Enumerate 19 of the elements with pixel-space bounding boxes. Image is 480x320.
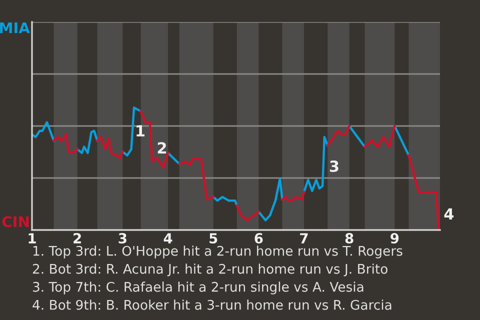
annotation: 1 [136, 125, 144, 136]
annotation: 4 [444, 208, 454, 220]
text: 3. Top 7th: C. Rafaela hit a 2-run single vs A. Vesia [33, 282, 364, 294]
x-tick-label: 2 [74, 233, 81, 244]
text: MIA [0, 22, 30, 34]
x-tick-label: 3 [118, 233, 126, 244]
annotation: 2 [158, 142, 166, 154]
annotation: 3 [330, 160, 338, 172]
text: 4. Bot 9th: B. Rooker hit a 3-run home run vs R. Garcia [32, 300, 392, 310]
x-tick-label: 9 [390, 233, 399, 244]
text: 1. Top 3rd: L. O'Hoppe hit a 2-run home run vs T. Rogers [33, 246, 402, 258]
text: CIN [2, 216, 29, 228]
x-tick-label: 5 [210, 233, 218, 244]
x-tick-label: 7 [300, 233, 308, 244]
x-tick-label: 8 [345, 233, 354, 244]
x-tick-label: 4 [164, 233, 172, 244]
x-tick-label: 6 [254, 233, 263, 244]
text: 2. Bot 3rd: R. Acuna Jr. hit a 2-run home run vs J. Brito [32, 264, 388, 276]
x-tick-label: 1 [28, 233, 36, 244]
